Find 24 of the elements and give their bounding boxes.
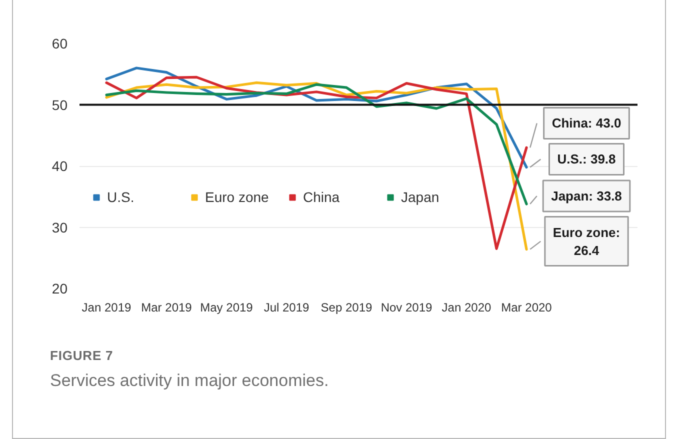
annotation: China: 43.0 (552, 116, 622, 131)
x-tick-label: Jan 2020 (442, 300, 492, 314)
y-tick-label: 60 (52, 36, 68, 52)
annotation: U.S.: 39.8 (557, 152, 616, 167)
annotation: Japan: 33.8 (551, 188, 622, 204)
legend-label: U.S. (107, 189, 136, 205)
legend-label: Euro zone (205, 189, 270, 205)
line-series (105, 83, 528, 206)
y-tick-label: 20 (52, 280, 68, 296)
x-tick-label: Nov 2019 (380, 300, 433, 314)
legend-label: China (303, 189, 341, 205)
x-tick-label: May 2019 (200, 300, 254, 314)
x-tick-label: Mar 2019 (141, 300, 192, 314)
legend-label: Japan (401, 189, 440, 205)
annotation: Euro zone: 26.4 (552, 224, 620, 258)
y-tick-label: 30 (52, 219, 68, 236)
caption: FIGURE 7 (50, 347, 114, 365)
x-tick-label: Sep 2019 (320, 300, 373, 314)
y-tick-label: 50 (52, 96, 68, 113)
y-tick-label: 40 (52, 158, 68, 174)
text: Services activity in major economies. (50, 370, 329, 392)
x-tick-label: Jul 2019 (264, 300, 310, 314)
x-tick-label: Mar 2020 (501, 300, 552, 314)
x-tick-label: Jan 2019 (82, 300, 132, 314)
